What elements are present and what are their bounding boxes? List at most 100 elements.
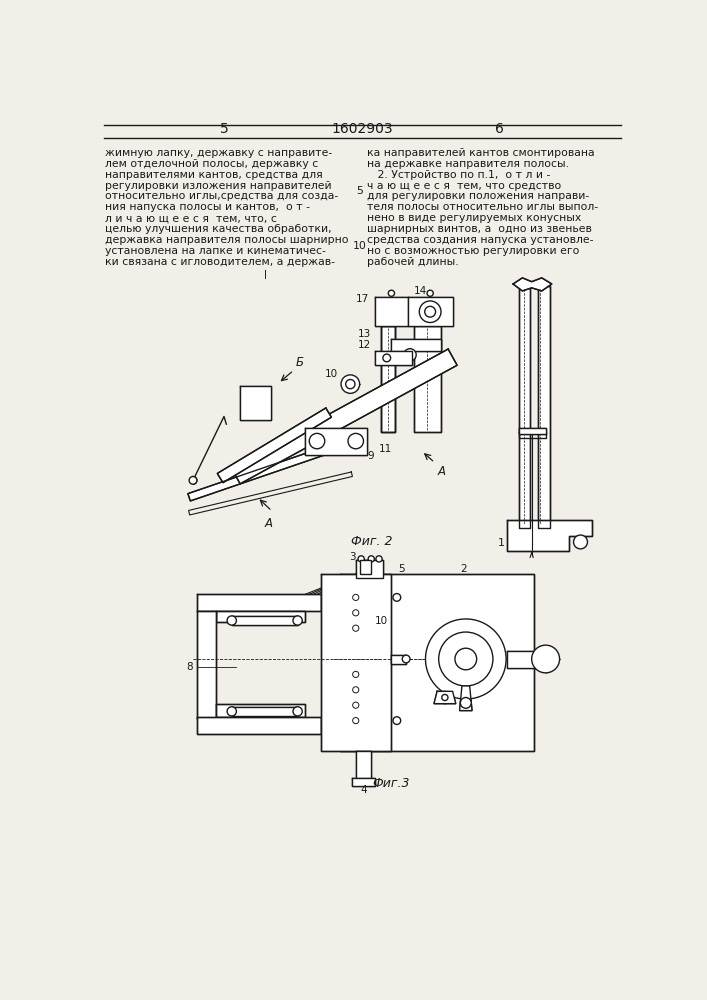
Circle shape <box>353 671 359 677</box>
Polygon shape <box>375 297 408 326</box>
Polygon shape <box>352 778 375 786</box>
Text: 2. Устройство по п.1,  о т л и -: 2. Устройство по п.1, о т л и - <box>368 170 551 180</box>
Circle shape <box>419 301 441 323</box>
Polygon shape <box>507 520 592 551</box>
Circle shape <box>426 619 506 699</box>
Text: рабочей длины.: рабочей длины. <box>368 257 459 267</box>
Text: целью улучшения качества обработки,: целью улучшения качества обработки, <box>105 224 332 234</box>
Text: 3: 3 <box>349 552 356 562</box>
Text: ка направителей кантов смонтирована: ка направителей кантов смонтирована <box>368 148 595 158</box>
Polygon shape <box>381 326 395 432</box>
Circle shape <box>383 354 391 362</box>
Circle shape <box>293 707 303 716</box>
Circle shape <box>455 648 477 670</box>
Circle shape <box>404 349 416 361</box>
Circle shape <box>227 616 236 625</box>
Circle shape <box>353 718 359 724</box>
Text: средства создания напуска установле-: средства создания напуска установле- <box>368 235 594 245</box>
Text: регулировки изложения направителей: регулировки изложения направителей <box>105 181 332 191</box>
Circle shape <box>368 556 374 562</box>
Circle shape <box>189 477 197 484</box>
Circle shape <box>532 645 559 673</box>
Circle shape <box>573 535 588 549</box>
Text: Фиг. 2: Фиг. 2 <box>351 535 392 548</box>
Text: ч а ю щ е е с я  тем, что средство: ч а ю щ е е с я тем, что средство <box>368 181 561 191</box>
Polygon shape <box>518 286 530 528</box>
Text: нено в виде регулируемых конусных: нено в виде регулируемых конусных <box>368 213 582 223</box>
Polygon shape <box>356 560 383 578</box>
Text: теля полосы относительно иглы выпол-: теля полосы относительно иглы выпол- <box>368 202 599 212</box>
Circle shape <box>425 306 436 317</box>
Text: лем отделочной полосы, державку с: лем отделочной полосы, державку с <box>105 159 319 169</box>
Circle shape <box>438 632 493 686</box>
Polygon shape <box>231 349 457 484</box>
Polygon shape <box>188 446 330 501</box>
Text: 4: 4 <box>360 785 367 795</box>
Circle shape <box>427 290 433 296</box>
Text: 10: 10 <box>375 615 388 626</box>
Circle shape <box>353 702 359 708</box>
Text: 10: 10 <box>325 369 338 379</box>
Text: но с возможностью регулировки его: но с возможностью регулировки его <box>368 246 580 256</box>
Circle shape <box>388 290 395 296</box>
Polygon shape <box>391 655 406 664</box>
Text: 17: 17 <box>356 294 369 304</box>
Circle shape <box>393 717 401 724</box>
Text: 13: 13 <box>358 329 371 339</box>
Polygon shape <box>408 297 452 326</box>
Circle shape <box>353 594 359 600</box>
Polygon shape <box>321 574 391 751</box>
Circle shape <box>353 625 359 631</box>
Text: 2: 2 <box>460 564 467 574</box>
Circle shape <box>353 687 359 693</box>
Text: 11: 11 <box>379 444 392 454</box>
Polygon shape <box>507 651 546 668</box>
Text: 9: 9 <box>368 451 374 461</box>
Polygon shape <box>240 386 271 420</box>
Text: л и ч а ю щ е е с я  тем, что, с: л и ч а ю щ е е с я тем, что, с <box>105 213 277 223</box>
Polygon shape <box>518 428 546 434</box>
Circle shape <box>460 698 472 708</box>
Polygon shape <box>391 339 441 351</box>
Text: 14: 14 <box>414 286 427 296</box>
Circle shape <box>346 379 355 389</box>
Text: 12: 12 <box>358 340 371 350</box>
Polygon shape <box>217 408 332 483</box>
Polygon shape <box>232 616 298 625</box>
Circle shape <box>309 433 325 449</box>
Polygon shape <box>216 611 305 622</box>
Polygon shape <box>216 704 305 717</box>
Text: 5: 5 <box>398 564 405 574</box>
Polygon shape <box>305 428 368 455</box>
Text: А: А <box>265 517 273 530</box>
Polygon shape <box>414 326 441 432</box>
Circle shape <box>393 594 401 601</box>
Circle shape <box>227 707 236 716</box>
Polygon shape <box>197 717 321 734</box>
Polygon shape <box>197 594 321 611</box>
Text: 8: 8 <box>187 662 193 672</box>
Text: 10: 10 <box>353 241 366 251</box>
Polygon shape <box>538 286 549 528</box>
Polygon shape <box>356 751 371 778</box>
Text: ки связана с игловодителем, а держав-: ки связана с игловодителем, а держав- <box>105 257 335 267</box>
Polygon shape <box>434 691 456 704</box>
Polygon shape <box>232 707 298 716</box>
Text: жимную лапку, державку с направите-: жимную лапку, державку с направите- <box>105 148 333 158</box>
Text: 1602903: 1602903 <box>331 122 393 136</box>
Circle shape <box>376 556 382 562</box>
Text: относительно иглы,средства для созда-: относительно иглы,средства для созда- <box>105 191 339 201</box>
Text: 5: 5 <box>220 122 228 136</box>
Text: Б: Б <box>296 356 303 369</box>
Circle shape <box>358 556 364 562</box>
Circle shape <box>353 610 359 616</box>
Text: державка направителя полосы шарнирно: державка направителя полосы шарнирно <box>105 235 349 245</box>
Polygon shape <box>513 278 552 291</box>
Text: Фиг.3: Фиг.3 <box>372 777 409 790</box>
Circle shape <box>341 375 360 393</box>
Polygon shape <box>460 686 472 711</box>
Polygon shape <box>197 611 216 719</box>
Circle shape <box>442 694 448 701</box>
Text: установлена на лапке и кинематичес-: установлена на лапке и кинематичес- <box>105 246 327 256</box>
Text: на державке направителя полосы.: на державке направителя полосы. <box>368 159 569 169</box>
